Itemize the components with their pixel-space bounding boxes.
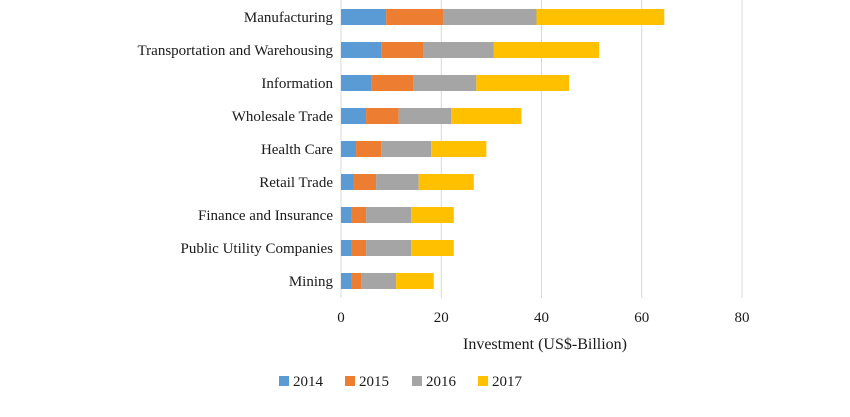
bar-2017-public-utility-companies [411,240,454,256]
bar-2016-public-utility-companies [366,240,412,256]
bar-2017-health-care [431,141,487,157]
bar-2014-health-care [341,141,357,157]
bar-2015-information [371,75,414,91]
bar-2017-wholesale-trade [451,108,522,124]
legend: 2014 2015 2016 2017 [279,374,523,390]
bar-2017-retail-trade [418,174,474,190]
category-label: Retail Trade [259,175,333,191]
category-label: Transportation and Warehousing [138,43,334,59]
bars [341,9,665,289]
bar-2014-public-utility-companies [341,240,352,256]
bar-2014-mining [341,273,352,289]
category-label: Manufacturing [244,10,334,26]
bar-2017-mining [396,273,434,289]
legend-swatch-2017 [478,376,488,386]
bar-2016-retail-trade [376,174,419,190]
bar-2017-information [476,75,570,91]
bar-2016-manufacturing [443,9,537,25]
category-label: Public Utility Companies [181,241,334,257]
bar-2014-retail-trade [341,174,354,190]
bar-2014-manufacturing [341,9,387,25]
bar-2016-mining [361,273,397,289]
bar-2015-mining [351,273,362,289]
bar-2017-manufacturing [536,9,665,25]
legend-label-2014: 2014 [293,374,324,390]
x-axis-title: Investment (US$-Billion) [463,336,627,353]
bar-2014-transportation-and-warehousing [341,42,382,58]
legend-label-2015: 2015 [359,374,389,390]
bar-2016-finance-and-insurance [366,207,412,223]
bar-2017-transportation-and-warehousing [493,42,600,58]
legend-label-2016: 2016 [426,374,457,390]
bar-2016-information [413,75,477,91]
legend-swatch-2016 [412,376,422,386]
legend-swatch-2014 [279,376,289,386]
category-label: Information [261,76,333,92]
x-tick-labels: 0 20 40 60 80 [337,310,749,326]
bar-2015-public-utility-companies [351,240,367,256]
bar-2015-finance-and-insurance [351,207,367,223]
category-label: Mining [289,274,334,290]
x-tick-label: 40 [534,310,549,326]
bar-2014-finance-and-insurance [341,207,352,223]
bar-2015-transportation-and-warehousing [381,42,424,58]
x-tick-label: 60 [634,310,649,326]
bar-2015-health-care [356,141,382,157]
bar-2015-wholesale-trade [366,108,399,124]
bar-2016-health-care [381,141,432,157]
x-tick-label: 80 [735,310,750,326]
legend-label-2017: 2017 [492,374,523,390]
category-label: Finance and Insurance [198,208,333,224]
category-label: Wholesale Trade [232,109,334,125]
x-tick-label: 0 [337,310,345,326]
legend-swatch-2015 [345,376,355,386]
bar-2015-manufacturing [386,9,444,25]
bar-2017-finance-and-insurance [411,207,454,223]
bar-2015-retail-trade [353,174,377,190]
x-tick-label: 20 [434,310,449,326]
bar-2016-transportation-and-warehousing [423,42,494,58]
bar-2016-wholesale-trade [398,108,452,124]
category-label: Health Care [261,142,333,158]
bar-2014-wholesale-trade [341,108,367,124]
bar-2014-information [341,75,372,91]
category-labels: Manufacturing Transportation and Warehous… [138,10,334,290]
